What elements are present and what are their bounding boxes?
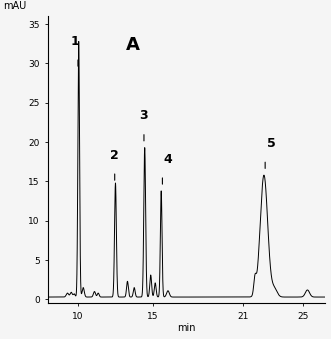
Text: 5: 5: [267, 137, 275, 150]
Text: 4: 4: [164, 153, 173, 166]
Text: 2: 2: [110, 149, 119, 162]
X-axis label: min: min: [177, 323, 196, 334]
Text: 1: 1: [71, 35, 79, 48]
Text: A: A: [126, 36, 140, 54]
Text: 3: 3: [139, 109, 148, 122]
Y-axis label: mAU: mAU: [3, 1, 26, 11]
